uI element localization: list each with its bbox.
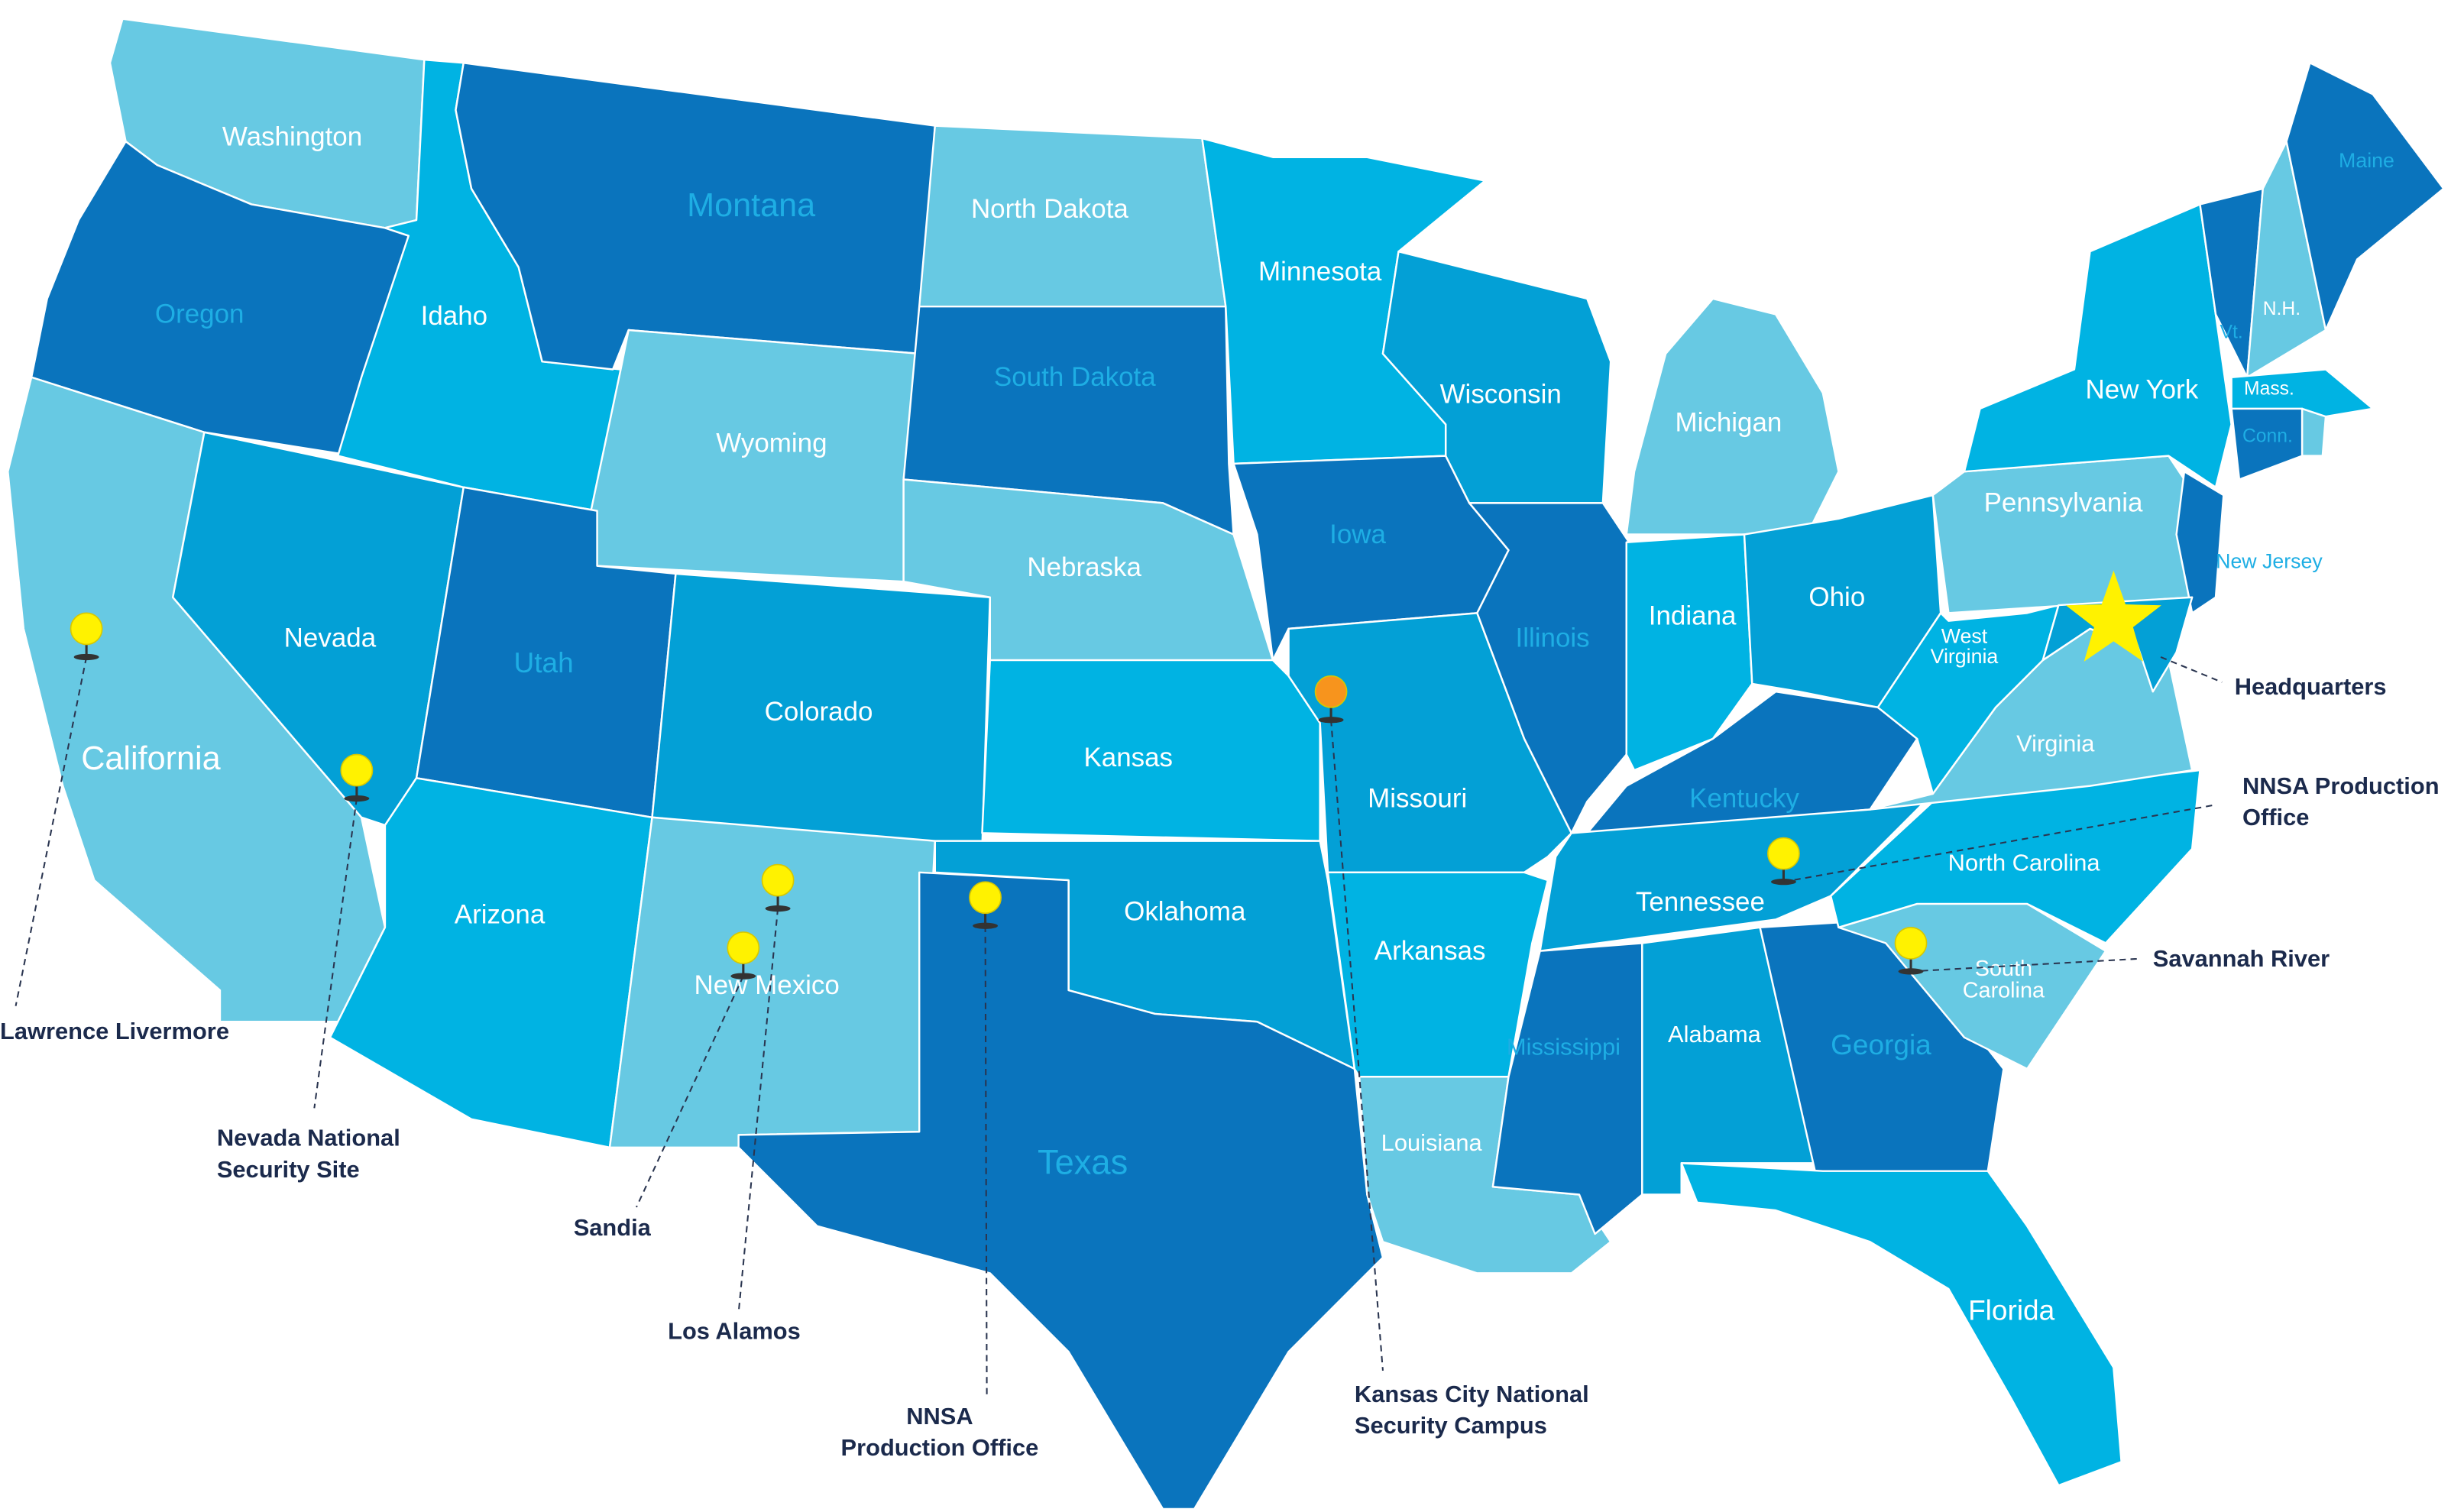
state: [737, 871, 1384, 1509]
pin: [1894, 926, 1928, 960]
state-label: Mississippi: [1507, 1033, 1621, 1060]
state-label: Utah: [514, 646, 574, 678]
state-label: Montana: [687, 187, 816, 224]
state-label: Wyoming: [716, 428, 827, 458]
state: [2230, 368, 2374, 418]
pin-base: [1318, 717, 1344, 724]
leader-line: [984, 925, 988, 1399]
state-label: Tennessee: [1636, 887, 1765, 917]
state-label: New York: [2086, 374, 2199, 404]
site-label: Security Site: [217, 1156, 360, 1183]
site-label: NNSA Production: [2242, 772, 2440, 799]
site-label: Security Campus: [1355, 1412, 1547, 1439]
site-label: Los Alamos: [668, 1318, 801, 1345]
leader-line: [636, 976, 744, 1208]
pin: [70, 612, 103, 646]
site-label: Production Office: [841, 1434, 1039, 1461]
state-label: Nevada: [284, 623, 377, 653]
state: [1539, 792, 1935, 952]
states: Washington Oregon California Nevada Idaho Mon…: [7, 18, 2445, 1509]
site-label: Kansas City National: [1355, 1381, 1589, 1407]
state-label: Arkansas: [1374, 936, 1486, 966]
state-label: West: [1941, 624, 1988, 647]
leader-line: [2160, 656, 2223, 683]
state-label: Minnesota: [1258, 257, 1382, 287]
headquarters-star: [2065, 570, 2161, 662]
state-label: Iowa: [1329, 520, 1386, 549]
state-label: Georgia: [1831, 1028, 1931, 1061]
state-label: Del.: [2210, 616, 2247, 639]
site-label: Savannah River: [2153, 945, 2330, 972]
state-label: Maine: [2339, 149, 2394, 172]
state-label: Arizona: [455, 900, 546, 930]
leader-line: [1783, 804, 2216, 883]
state: [329, 777, 653, 1149]
pin: [761, 863, 795, 897]
state-label: Kansas: [1083, 743, 1173, 772]
state-label: Illinois: [1516, 623, 1590, 653]
state: [2285, 62, 2445, 332]
state-label: Texas: [1038, 1142, 1128, 1181]
state-label: North Dakota: [971, 194, 1128, 224]
state-label: Nebraska: [1027, 552, 1141, 582]
state-label: California: [81, 740, 221, 777]
state-label: Oklahoma: [1124, 897, 1246, 927]
pin: [340, 753, 374, 787]
state-label: Mass.: [2244, 379, 2294, 400]
site-label: Headquarters: [2235, 673, 2387, 700]
state-label: Conn.: [2242, 426, 2293, 446]
state-label: Alabama: [1668, 1021, 1762, 1048]
site-label: Nevada National: [217, 1125, 400, 1151]
leader-line: [1330, 720, 1384, 1371]
site-label: Sandia: [574, 1214, 652, 1241]
state-label: Washington: [222, 121, 362, 151]
pin: [727, 931, 760, 964]
leader-line: [1910, 957, 2138, 973]
state-label: Kentucky: [1689, 783, 1799, 813]
pin: [969, 881, 1002, 915]
state: [1680, 1162, 2122, 1487]
pin-base: [973, 922, 999, 929]
state-label: Virginia: [2016, 730, 2095, 756]
leader-line: [15, 656, 88, 1006]
state-label: Michigan: [1676, 408, 1782, 438]
state-label: Pennsylvania: [1984, 488, 2143, 518]
state-label: Vt.: [2220, 322, 2243, 343]
state-label: Ohio: [1808, 582, 1865, 612]
site-label: Office: [2242, 804, 2309, 831]
state-label: North Carolina: [1948, 850, 2101, 876]
state-label: R.I.: [2330, 431, 2359, 452]
state-label: South Dakota: [994, 362, 1156, 392]
state-label: Indiana: [1649, 601, 1737, 631]
state-label: Idaho: [421, 301, 487, 331]
state-label: New Jersey: [2216, 550, 2323, 573]
state-label: Florida: [1968, 1294, 2055, 1326]
leader-line: [737, 908, 779, 1313]
state: [2300, 407, 2327, 457]
state-label: South: [1975, 957, 2032, 981]
pin: [1314, 675, 1348, 708]
state: [1963, 203, 2232, 488]
leader-line: [313, 798, 358, 1109]
state: [1931, 455, 2201, 614]
state-label: Missouri: [1368, 783, 1467, 813]
state: [1625, 297, 1840, 536]
state: [2041, 596, 2194, 693]
state-label: New Mexico: [695, 970, 840, 1000]
state-label: Colorado: [765, 697, 873, 727]
state-label: Carolina: [1963, 979, 2045, 1003]
sites: Lawrence Livermore Nevada National Securit…: [0, 570, 2440, 1461]
state-label: Louisiana: [1381, 1129, 1483, 1156]
site-label: Lawrence Livermore: [0, 1018, 229, 1044]
state-label: Wisconsin: [1440, 380, 1562, 410]
state-label: N.H.: [2263, 299, 2300, 319]
state: [1326, 871, 1549, 1078]
site-label: NNSA: [906, 1403, 973, 1430]
pin-base: [344, 795, 370, 802]
state: [2175, 470, 2225, 614]
state-label: Virginia: [1931, 645, 1999, 668]
pin: [1767, 837, 1800, 870]
state-label: Oregon: [155, 300, 244, 329]
